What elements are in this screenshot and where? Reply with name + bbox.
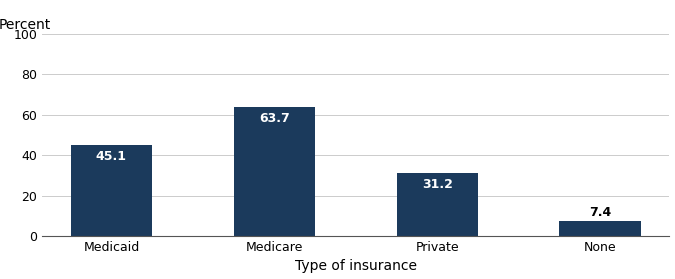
- Text: 63.7: 63.7: [259, 112, 290, 125]
- Text: 45.1: 45.1: [96, 150, 127, 163]
- Bar: [234, 107, 315, 236]
- Bar: [396, 173, 478, 236]
- Bar: [71, 145, 152, 236]
- X-axis label: Type of insurance: Type of insurance: [295, 259, 416, 273]
- Bar: [560, 221, 641, 236]
- Text: Percent: Percent: [0, 18, 51, 32]
- Text: 7.4: 7.4: [589, 206, 612, 219]
- Text: 31.2: 31.2: [422, 178, 453, 191]
